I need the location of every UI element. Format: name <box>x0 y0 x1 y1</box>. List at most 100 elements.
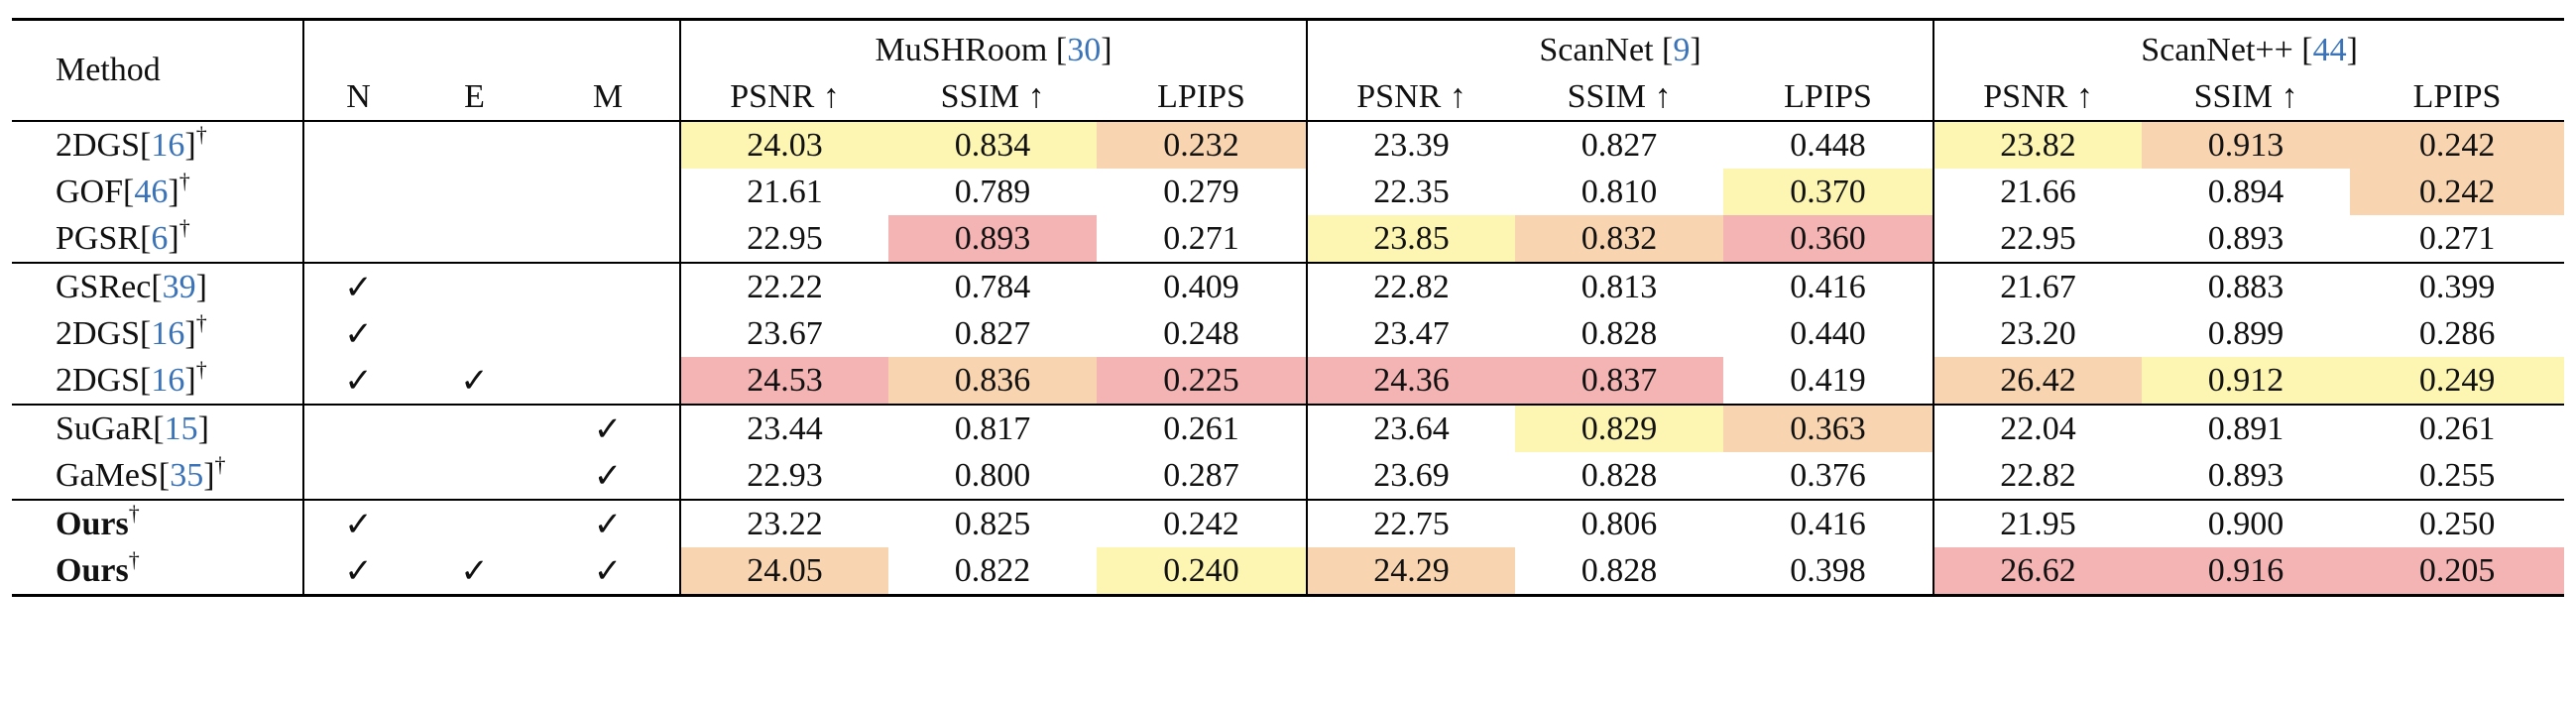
dataset-header-mushroom: MuSHRoom [30] <box>679 18 1308 73</box>
flag-cell-n <box>302 169 412 215</box>
citation-link[interactable]: 44 <box>2312 31 2347 68</box>
bracket: ] <box>197 410 209 447</box>
metric-value: 0.271 <box>1163 219 1239 257</box>
bracket: ] <box>184 361 196 399</box>
method-name: Ours <box>56 505 129 542</box>
method-cell: Ours† <box>12 546 303 597</box>
flag-cell-e <box>412 169 536 215</box>
method-name: GOF <box>56 173 124 210</box>
metric-value: 24.53 <box>679 357 889 405</box>
metric-value: 24.36 <box>1306 357 1516 405</box>
method-name: GaMeS <box>56 456 159 494</box>
flag-cell-m: ✓ <box>536 404 681 452</box>
metric-value: 0.827 <box>1515 120 1724 169</box>
citation-link[interactable]: 39 <box>162 268 196 305</box>
table-row: PGSR[6]† 22.95 0.893 0.271 23.85 0.832 0.360 22… <box>12 215 2564 263</box>
flag-cell-e <box>412 262 536 310</box>
dagger-mark: † <box>195 309 207 335</box>
method-name: GSRec <box>56 268 152 305</box>
bracket: [ <box>140 126 152 164</box>
dagger-mark: † <box>128 546 140 572</box>
metric-value: 0.409 <box>1097 262 1308 310</box>
metric-value: 0.249 <box>2350 357 2565 405</box>
flag-cell-n <box>302 215 412 263</box>
citation-link[interactable]: 30 <box>1067 31 1102 68</box>
metric-value: 23.64 <box>1306 404 1516 452</box>
metric-value: 0.225 <box>1097 357 1308 405</box>
metric-value: 22.82 <box>1306 262 1516 310</box>
bracket: [ <box>140 314 152 352</box>
metric-value: 24.29 <box>1306 547 1516 597</box>
dagger-mark: † <box>128 500 140 526</box>
bracket: ] <box>184 314 196 352</box>
metric-value: 22.75 <box>1306 499 1516 547</box>
bracket: ] <box>203 456 215 494</box>
citation-link[interactable]: 35 <box>170 456 204 494</box>
metric-value: 0.829 <box>1515 404 1724 452</box>
metric-value: 0.828 <box>1581 314 1658 352</box>
flag-cell-e <box>412 120 536 169</box>
method-cell: PGSR[6]† <box>12 215 303 263</box>
method-header: Method <box>12 18 303 121</box>
citation-link[interactable]: 16 <box>151 314 185 352</box>
metric-header-lpips: LPIPS <box>1097 73 1308 122</box>
metric-header-psnr: PSNR ↑ <box>1932 73 2143 122</box>
dataset-name: ScanNet++ <box>2141 31 2302 68</box>
metric-value: 22.95 <box>679 215 889 263</box>
metric-value: 0.240 <box>1097 547 1308 597</box>
metric-header-psnr: PSNR ↑ <box>679 73 889 122</box>
method-name: 2DGS <box>56 314 141 352</box>
table-row: 2DGS[16]† ✓ ✓ 24.53 0.836 0.225 24.36 0.837 0.41… <box>12 357 2565 405</box>
flag-cell-n <box>302 404 412 452</box>
flag-cell-n: ✓ <box>302 357 412 405</box>
method-name: SuGaR <box>56 410 154 447</box>
metric-value: 0.242 <box>2350 120 2565 169</box>
metric-value: 0.891 <box>2142 404 2351 452</box>
bracket: [ <box>153 410 165 447</box>
flag-header-n: N <box>302 73 412 122</box>
citation-link[interactable]: 46 <box>134 173 169 210</box>
flag-cell-n <box>302 120 412 169</box>
flag-cell-e: ✓ <box>412 547 536 597</box>
metric-value: 0.261 <box>1097 404 1308 452</box>
citation-link[interactable]: 16 <box>151 126 185 164</box>
table-row: 2DGS[16]† 24.03 0.834 0.232 23.39 0.827 0.448 2… <box>12 120 2565 169</box>
metric-value: 22.22 <box>679 262 889 310</box>
flag-cell-n: ✓ <box>302 499 412 547</box>
bracket: ] <box>184 126 196 164</box>
flag-header-m: M <box>536 73 681 122</box>
metric-value: 0.834 <box>888 120 1098 169</box>
metric-value: 24.05 <box>679 547 889 597</box>
metric-value: 0.822 <box>888 547 1098 597</box>
metric-value: 22.35 <box>1306 169 1516 215</box>
metric-value: 23.47 <box>1306 310 1516 357</box>
metric-header-psnr: PSNR ↑ <box>1306 73 1516 122</box>
flag-cell-e <box>412 310 536 357</box>
flags-header-spacer <box>301 18 681 73</box>
metric-value: 26.62 <box>1932 547 2143 597</box>
bracket: [ <box>123 173 135 210</box>
table-row: GSRec[39] ✓ 22.22 0.784 0.409 22.82 0.813 0.416… <box>12 262 2565 310</box>
flag-cell-m <box>536 169 680 215</box>
dagger-mark: † <box>214 451 226 477</box>
flag-cell-e: ✓ <box>460 362 489 400</box>
flag-cell-m <box>536 310 680 357</box>
metric-value: 0.261 <box>2350 404 2565 452</box>
bracket: [ <box>2301 31 2313 68</box>
metric-header-ssim: SSIM ↑ <box>888 73 1098 122</box>
header-row-datasets: Method MuSHRoom [30] ScanNet [9] ScanNet… <box>12 18 2565 121</box>
flag-cell-n: ✓ <box>302 310 412 357</box>
metric-header-lpips: LPIPS <box>2350 73 2565 122</box>
flag-cell-m <box>536 120 681 169</box>
method-name: Ours <box>56 551 129 589</box>
metric-value: 23.82 <box>1932 120 2143 169</box>
citation-link[interactable]: 6 <box>151 219 169 257</box>
dataset-name: ScanNet <box>1539 31 1663 68</box>
table-row: SuGaR[15] ✓ 23.44 0.817 0.261 23.64 0.829 0.363… <box>12 404 2565 452</box>
metric-value: 0.837 <box>1515 357 1724 405</box>
citation-link[interactable]: 16 <box>151 361 185 399</box>
metric-value: 0.913 <box>2142 120 2351 169</box>
citation-link[interactable]: 15 <box>164 410 198 447</box>
citation-link[interactable]: 9 <box>1673 31 1691 68</box>
bracket: [ <box>140 361 152 399</box>
